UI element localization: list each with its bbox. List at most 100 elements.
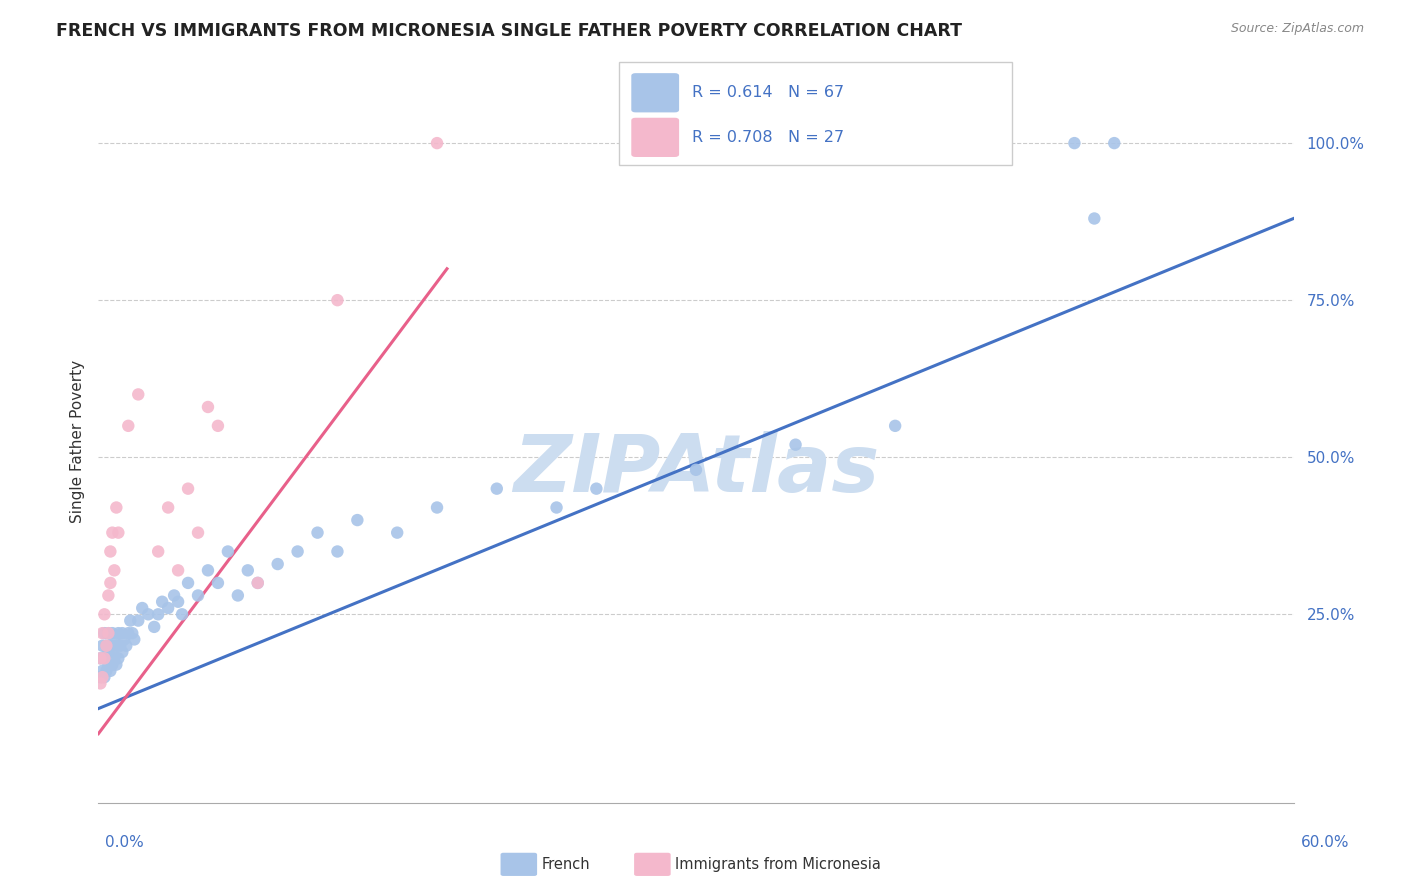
Point <box>97 645 120 659</box>
Point <box>127 387 149 401</box>
Text: ZIPAtlas: ZIPAtlas <box>513 432 879 509</box>
Point <box>385 525 409 540</box>
Point <box>117 626 139 640</box>
Point <box>105 639 128 653</box>
Point <box>148 607 170 622</box>
Point <box>121 626 143 640</box>
Point <box>207 418 229 433</box>
Point <box>157 500 180 515</box>
Point <box>96 639 118 653</box>
Point <box>143 620 166 634</box>
Point <box>93 626 115 640</box>
Point <box>157 601 180 615</box>
Text: French: French <box>541 857 591 871</box>
Point <box>103 632 125 647</box>
Point <box>236 563 259 577</box>
Point <box>91 626 114 640</box>
Point <box>89 651 111 665</box>
Point <box>197 563 219 577</box>
Point <box>546 500 568 515</box>
Text: 0.0%: 0.0% <box>105 836 145 850</box>
Point <box>93 607 115 622</box>
Point <box>98 575 122 590</box>
Point <box>226 589 249 603</box>
Point <box>131 601 153 615</box>
Text: FRENCH VS IMMIGRANTS FROM MICRONESIA SINGLE FATHER POVERTY CORRELATION CHART: FRENCH VS IMMIGRANTS FROM MICRONESIA SIN… <box>56 22 962 40</box>
Point <box>785 438 807 452</box>
Point <box>1104 136 1126 150</box>
Point <box>485 482 508 496</box>
Point <box>111 645 134 659</box>
Point <box>124 632 146 647</box>
Point <box>97 589 120 603</box>
Point <box>148 544 170 558</box>
Point <box>110 639 132 653</box>
Point <box>187 525 209 540</box>
Point <box>307 525 329 540</box>
Point <box>105 500 128 515</box>
Point <box>101 657 124 672</box>
Point <box>98 544 122 558</box>
Point <box>101 645 124 659</box>
Point <box>103 563 125 577</box>
Point <box>107 651 129 665</box>
Point <box>246 575 269 590</box>
Point <box>93 651 115 665</box>
Point <box>426 136 449 150</box>
Point <box>685 463 707 477</box>
Point <box>127 614 149 628</box>
Point <box>150 595 173 609</box>
Point <box>115 639 138 653</box>
Point <box>97 626 120 640</box>
Point <box>346 513 368 527</box>
Point <box>117 418 139 433</box>
Text: 60.0%: 60.0% <box>1302 836 1350 850</box>
Point <box>112 632 135 647</box>
Point <box>103 651 125 665</box>
Point <box>96 639 118 653</box>
Point <box>101 525 124 540</box>
Point <box>984 136 1007 150</box>
Point <box>98 664 122 678</box>
Point <box>267 557 290 571</box>
Y-axis label: Single Father Poverty: Single Father Poverty <box>69 360 84 523</box>
Point <box>1063 136 1085 150</box>
Point <box>89 676 111 690</box>
Point <box>197 400 219 414</box>
Point <box>91 670 114 684</box>
Point <box>91 664 114 678</box>
Point <box>105 657 128 672</box>
Point <box>426 500 449 515</box>
Text: R = 0.614   N = 67: R = 0.614 N = 67 <box>692 86 844 100</box>
Point <box>287 544 309 558</box>
Point <box>96 664 118 678</box>
Point <box>111 626 134 640</box>
Point <box>97 626 120 640</box>
Point <box>163 589 186 603</box>
Point <box>89 670 111 684</box>
Point <box>89 651 111 665</box>
Point <box>101 626 124 640</box>
Point <box>107 626 129 640</box>
Point <box>326 293 349 308</box>
Point <box>93 651 115 665</box>
Text: Immigrants from Micronesia: Immigrants from Micronesia <box>675 857 880 871</box>
Point <box>207 575 229 590</box>
Point <box>120 614 142 628</box>
Point <box>136 607 159 622</box>
Point <box>217 544 239 558</box>
Text: R = 0.708   N = 27: R = 0.708 N = 27 <box>692 130 844 145</box>
Point <box>167 595 190 609</box>
Point <box>177 482 200 496</box>
Point <box>91 639 114 653</box>
Point <box>97 657 120 672</box>
Point <box>98 639 122 653</box>
Point <box>187 589 209 603</box>
Text: Source: ZipAtlas.com: Source: ZipAtlas.com <box>1230 22 1364 36</box>
Point <box>172 607 194 622</box>
Point <box>585 482 607 496</box>
Point <box>177 575 200 590</box>
Point <box>326 544 349 558</box>
Point <box>246 575 269 590</box>
Point <box>107 525 129 540</box>
